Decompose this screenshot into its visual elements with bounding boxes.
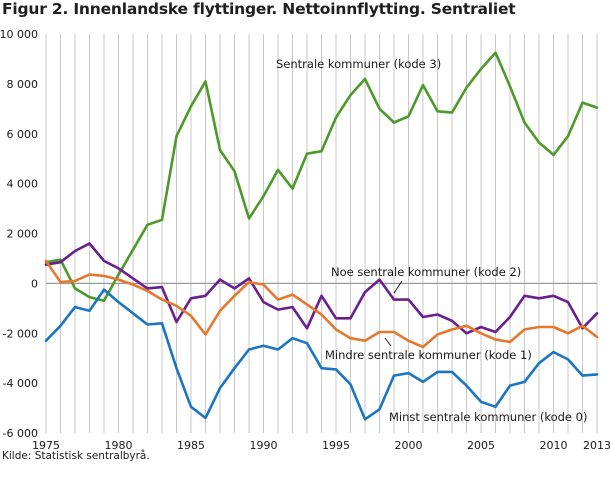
data-series	[44, 51, 599, 421]
y-tick-label: 2 000	[7, 228, 39, 241]
annotation-sentrale: Sentrale kommuner (kode 3)	[276, 57, 441, 71]
series-line-3	[44, 51, 599, 303]
y-axis-tick-labels: -6 000 -4 000 -2 000 0 2 000 4 000 6 000 8 000 1…	[0, 28, 38, 440]
x-tick-label: 1980	[105, 439, 133, 452]
y-tick-label: -2 000	[3, 327, 38, 340]
series-line-0	[44, 288, 599, 421]
x-tick-label: 1990	[250, 439, 278, 452]
y-tick-label: -4 000	[3, 377, 38, 390]
series-line-2	[44, 242, 599, 335]
y-tick-label: -6 000	[3, 427, 38, 440]
x-tick-label: 2005	[467, 439, 495, 452]
x-tick-label: 1975	[32, 439, 60, 452]
annotation-minst-sentrale: Minst sentrale kommuner (kode 0)	[389, 410, 587, 424]
annotation-mindre-sentrale-pointer	[384, 337, 392, 347]
x-tick-label: 2010	[540, 439, 568, 452]
y-tick-label: 0	[31, 277, 38, 290]
annotation-noe-sentrale: Noe sentrale kommuner (kode 2)	[331, 265, 521, 279]
chart-title: Figur 2. Innenlandske flyttinger. Nettoi…	[2, 0, 516, 18]
vertical-gridlines	[45, 34, 598, 433]
x-tick-label: 2000	[395, 439, 423, 452]
annotation-mindre-sentrale: Mindre sentrale kommuner (kode 1)	[325, 348, 532, 362]
annotation-noe-sentrale-pointer	[393, 280, 403, 294]
y-tick-label: 4 000	[7, 178, 39, 191]
x-axis-tick-labels: 1975 1980 1985 1990 1995 2000 2005 2010 2013	[32, 439, 610, 452]
x-tick-label: 1985	[177, 439, 205, 452]
series-line-1	[44, 259, 599, 349]
y-tick-label: 10 000	[0, 28, 38, 41]
series-annotations: Sentrale kommuner (kode 3) Noe sentrale …	[276, 57, 587, 424]
x-tick-label: 2013	[583, 439, 610, 452]
y-tick-label: 8 000	[7, 78, 39, 91]
x-tick-label: 1995	[322, 439, 350, 452]
source-note: Kilde: Statistisk sentralbyrå.	[2, 450, 150, 462]
y-tick-label: 6 000	[7, 128, 39, 141]
